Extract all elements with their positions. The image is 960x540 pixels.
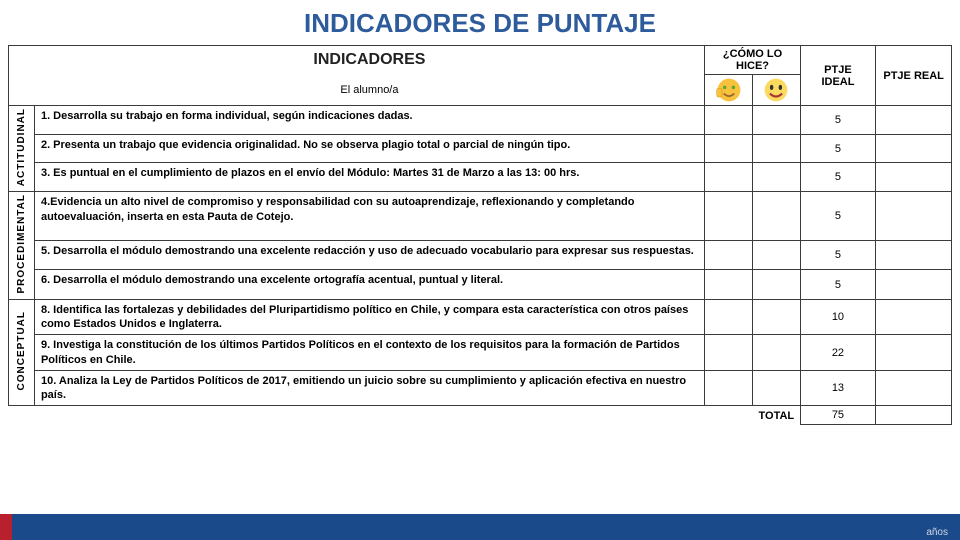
ptje-ideal: 5 bbox=[800, 270, 876, 299]
section-procedimental: PROCEDIMENTAL bbox=[9, 192, 35, 299]
indicator-text: 2. Presenta un trabajo que evidencia ori… bbox=[34, 134, 704, 163]
como-bad[interactable] bbox=[753, 106, 801, 135]
ptje-ideal: 5 bbox=[800, 134, 876, 163]
ptje-ideal: 5 bbox=[800, 241, 876, 270]
footer-badge: años bbox=[926, 527, 948, 538]
ptje-ideal: 5 bbox=[800, 106, 876, 135]
ptje-real[interactable] bbox=[876, 241, 952, 270]
total-label: TOTAL bbox=[753, 406, 801, 425]
thumbs-up-icon bbox=[705, 75, 753, 106]
total-real[interactable] bbox=[876, 406, 952, 425]
ptje-real[interactable] bbox=[876, 106, 952, 135]
ptje-ideal: 13 bbox=[800, 370, 876, 406]
table-row: 2. Presenta un trabajo que evidencia ori… bbox=[9, 134, 952, 163]
ptje-real[interactable] bbox=[876, 299, 952, 335]
table-row: PROCEDIMENTAL 4.Evidencia un alto nivel … bbox=[9, 192, 952, 241]
table-row: 10. Analiza la Ley de Partidos Políticos… bbox=[9, 370, 952, 406]
total-ideal: 75 bbox=[800, 406, 876, 425]
indicator-text: 5. Desarrolla el módulo demostrando una … bbox=[34, 241, 704, 270]
header-indicadores: INDICADORES bbox=[34, 46, 704, 75]
ptje-real[interactable] bbox=[876, 163, 952, 192]
indicator-text: 8. Identifica las fortalezas y debilidad… bbox=[34, 299, 704, 335]
page-title: INDICADORES DE PUNTAJE bbox=[0, 0, 960, 45]
header-ptje-ideal: PTJE IDEAL bbox=[800, 46, 876, 106]
table-row: 3. Es puntual en el cumplimiento de plaz… bbox=[9, 163, 952, 192]
ptje-ideal: 5 bbox=[800, 192, 876, 241]
total-row: TOTAL 75 bbox=[9, 406, 952, 425]
header-como: ¿CÓMO LO HICE? bbox=[705, 46, 800, 75]
table-row: 5. Desarrolla el módulo demostrando una … bbox=[9, 241, 952, 270]
ptje-real[interactable] bbox=[876, 370, 952, 406]
rubric-table-wrap: INDICADORES ¿CÓMO LO HICE? PTJE IDEAL PT… bbox=[0, 45, 960, 425]
smile-icon bbox=[753, 75, 801, 106]
ptje-real[interactable] bbox=[876, 335, 952, 371]
section-actitudinal: ACTITUDINAL bbox=[9, 106, 35, 192]
indicator-text: 1. Desarrolla su trabajo en forma indivi… bbox=[34, 106, 704, 135]
header-ptje-real: PTJE REAL bbox=[876, 46, 952, 106]
footer-strip: años bbox=[0, 514, 960, 540]
ptje-ideal: 22 bbox=[800, 335, 876, 371]
ptje-ideal: 10 bbox=[800, 299, 876, 335]
table-row: 6. Desarrolla el módulo demostrando una … bbox=[9, 270, 952, 299]
indicator-text: 9. Investiga la constitución de los últi… bbox=[34, 335, 704, 371]
section-conceptual: CONCEPTUAL bbox=[9, 299, 35, 406]
ptje-ideal: 5 bbox=[800, 163, 876, 192]
como-good[interactable] bbox=[705, 106, 753, 135]
ptje-real[interactable] bbox=[876, 134, 952, 163]
indicator-text: 3. Es puntual en el cumplimiento de plaz… bbox=[34, 163, 704, 192]
table-row: 9. Investiga la constitución de los últi… bbox=[9, 335, 952, 371]
indicator-text: 6. Desarrolla el módulo demostrando una … bbox=[34, 270, 704, 299]
table-row: ACTITUDINAL 1. Desarrolla su trabajo en … bbox=[9, 106, 952, 135]
indicator-text: 4.Evidencia un alto nivel de compromiso … bbox=[34, 192, 704, 241]
rubric-table: INDICADORES ¿CÓMO LO HICE? PTJE IDEAL PT… bbox=[8, 45, 952, 425]
ptje-real[interactable] bbox=[876, 192, 952, 241]
header-alumno: El alumno/a bbox=[34, 75, 704, 106]
indicator-text: 10. Analiza la Ley de Partidos Políticos… bbox=[34, 370, 704, 406]
ptje-real[interactable] bbox=[876, 270, 952, 299]
table-row: CONCEPTUAL 8. Identifica las fortalezas … bbox=[9, 299, 952, 335]
